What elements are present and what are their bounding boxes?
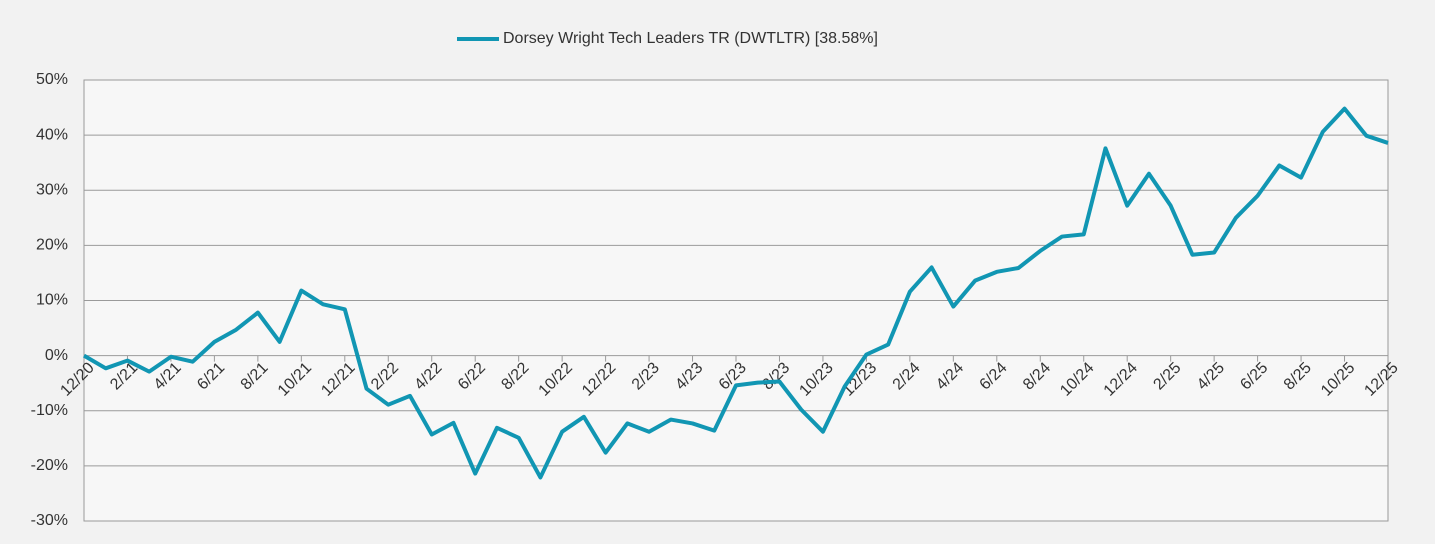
legend-label: Dorsey Wright Tech Leaders TR (DWTLTR) [… <box>503 30 878 47</box>
y-tick-label: 0% <box>45 347 68 364</box>
y-tick-label: 40% <box>36 126 68 143</box>
y-tick-label: -10% <box>31 402 68 419</box>
y-tick-label: 10% <box>36 292 68 309</box>
y-tick-label: -30% <box>31 512 68 529</box>
y-tick-label: 30% <box>36 181 68 198</box>
line <box>82 106 1389 480</box>
y-tick-label: 50% <box>36 71 68 88</box>
y-tick-label: -20% <box>31 457 68 474</box>
plot-border <box>83 79 1389 522</box>
y-tick-label: 20% <box>36 237 68 254</box>
